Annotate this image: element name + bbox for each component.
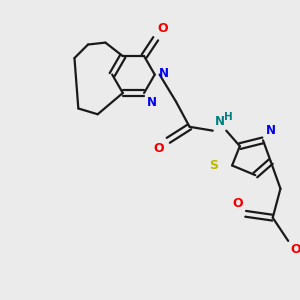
Text: H: H (224, 112, 233, 122)
Text: S: S (210, 159, 219, 172)
Text: O: O (158, 22, 168, 35)
Text: O: O (290, 243, 300, 256)
Text: N: N (147, 96, 157, 109)
Text: N: N (159, 67, 169, 80)
Text: O: O (154, 142, 164, 155)
Text: N: N (266, 124, 276, 137)
Text: O: O (232, 197, 243, 210)
Text: N: N (215, 115, 225, 128)
